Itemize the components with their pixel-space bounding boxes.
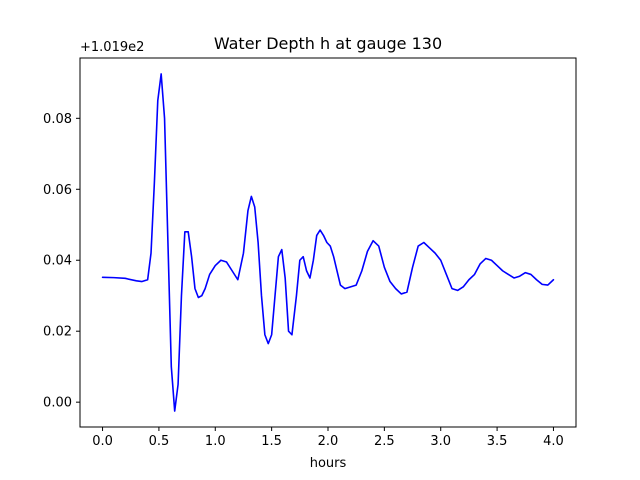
x-tick-label: 3.5	[487, 434, 508, 449]
x-tick-label: 2.5	[374, 434, 395, 449]
chart-title: Water Depth h at gauge 130	[214, 34, 442, 53]
x-tick-label: 1.5	[261, 434, 282, 449]
y-tick-label: 0.02	[43, 325, 72, 340]
y-tick-label: 0.08	[43, 112, 72, 127]
x-tick-label: 0.5	[149, 434, 170, 449]
series-line-0	[101, 73, 555, 412]
x-tick-label: 3.0	[430, 434, 451, 449]
x-axis-label: hours	[310, 456, 347, 471]
y-tick-label: 0.00	[43, 396, 72, 411]
x-tick-label: 2.0	[318, 434, 339, 449]
x-tick-label: 4.0	[543, 434, 564, 449]
plot-area: 0.0 0.5 1.0 1.5 2.0 2.5 3.0 3.5 4.0 0.00 0.02 0.04 0…	[43, 57, 577, 449]
x-tick-label: 0.0	[92, 434, 113, 449]
x-tick-label: 1.0	[205, 434, 226, 449]
y-tick-label: 0.04	[43, 254, 72, 269]
y-tick-label: 0.06	[43, 183, 72, 198]
y-axis-offset-label: +1.019e2	[80, 40, 144, 55]
